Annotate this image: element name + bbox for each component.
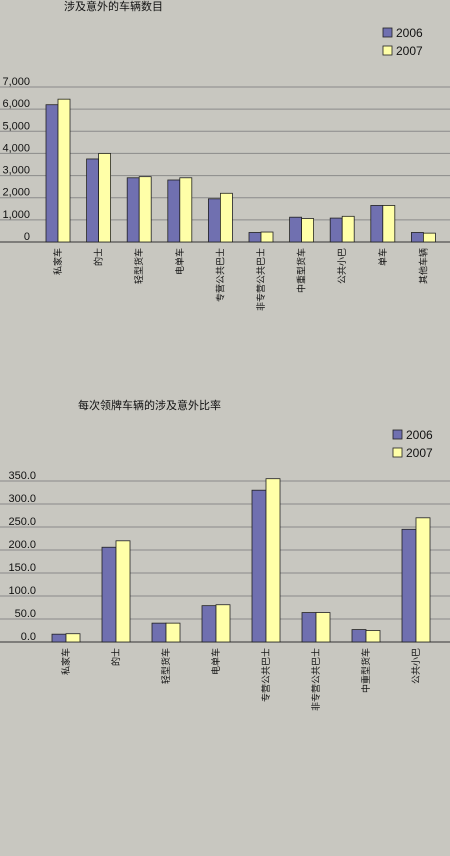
chart2-bar-2007 <box>215 604 231 643</box>
chart1-category-label: 中重型货车 <box>296 248 308 293</box>
chart1-category-label: 轻型货车 <box>133 248 145 284</box>
chart1-bar-2006 <box>126 177 140 243</box>
chart1-bar-2006 <box>329 217 343 243</box>
chart1-legend-label: 2006 <box>396 26 423 40</box>
chart2-y-tick-label: 250.0 <box>8 516 36 528</box>
chart1-bar-2006 <box>410 232 424 243</box>
chart1-category-label: 非专营公共巴士 <box>255 248 267 311</box>
chart1-category-label: 电单车 <box>174 248 186 275</box>
chart1-legend-swatch <box>382 45 393 56</box>
chart2-category-label: 专营公共巴士 <box>260 648 272 702</box>
chart1-bar-2007 <box>382 205 396 243</box>
chart1-bar-2007 <box>341 215 355 243</box>
chart1-bar-2007 <box>301 218 315 243</box>
chart1-bar-2007 <box>57 98 71 243</box>
chart2-category-label: 中重型货车 <box>360 648 372 693</box>
chart2-bar-2006 <box>251 489 267 643</box>
chart1-bar-2006 <box>45 104 59 243</box>
chart2-y-tick-label: 200.0 <box>8 539 36 551</box>
chart2-bar-2007 <box>415 517 431 643</box>
chart2-category-label: 的士 <box>110 648 122 666</box>
chart1-category-label: 私家车 <box>52 248 64 275</box>
chart1-bar-2006 <box>248 232 262 243</box>
chart2-bar-2007 <box>165 622 181 643</box>
chart2-legend-label: 2007 <box>406 446 433 460</box>
chart2-y-tick-label: 350.0 <box>8 470 36 482</box>
chart1-bar-2007 <box>98 153 111 243</box>
chart2-category-label: 公共小巴 <box>411 648 422 684</box>
chart1-bar-2007 <box>179 177 193 243</box>
chart1-y-tick-label: 2,000 <box>2 187 30 199</box>
chart2-bar-2006 <box>51 633 67 643</box>
chart2-bar-2006 <box>101 546 117 643</box>
chart2-legend-label: 2006 <box>406 428 433 442</box>
chart1-y-tick-label: 5,000 <box>2 120 30 132</box>
chart2-bar-2006 <box>151 622 167 643</box>
chart2-y-tick-label: 0.0 <box>21 631 36 643</box>
chart1-y-tick-label: 7,000 <box>2 76 30 88</box>
chart1-bar-2007 <box>219 192 233 243</box>
chart2-bar-2007 <box>315 612 331 643</box>
chart2-bar-2007 <box>265 478 281 643</box>
chart1-category-label: 专营公共巴士 <box>214 248 226 302</box>
chart1-bar-2007 <box>138 176 152 243</box>
chart1-title: 涉及意外的车辆数目 <box>64 0 163 13</box>
chart1-y-tick-label: 1,000 <box>2 209 30 221</box>
chart2-y-tick-label: 150.0 <box>8 562 36 574</box>
chart1-bar-2006 <box>289 216 303 243</box>
chart2-category-label: 非专营公共巴士 <box>310 648 322 711</box>
chart1-bar-2007 <box>260 231 274 243</box>
chart1-legend-label: 2007 <box>396 44 423 58</box>
chart2-y-tick-label: 50.0 <box>15 608 36 620</box>
chart1-y-tick-label: 0 <box>24 231 30 243</box>
chart2-title: 每次领牌车辆的涉及意外比率 <box>78 399 221 412</box>
chart2-legend-swatch <box>392 429 403 440</box>
chart2-bar-2006 <box>401 528 417 643</box>
chart1-category-label: 单车 <box>377 248 389 266</box>
chart1-y-tick-label: 6,000 <box>2 98 30 110</box>
chart1-plot: 0 1,000 2,000 3,000 4,000 5,000 6,000 7,000 私家车 的… <box>0 26 450 311</box>
chart2-y-tick-label: 300.0 <box>8 493 36 505</box>
chart1-bar-2006 <box>167 179 181 243</box>
chart1-category-label: 公共小巴 <box>337 248 348 284</box>
chart2-bar-2007 <box>115 540 131 643</box>
chart2-legend-swatch <box>392 447 403 458</box>
chart1-bar-2007 <box>422 232 436 243</box>
chart2-bar-2006 <box>351 629 367 643</box>
chart2-category-label: 电单车 <box>210 648 222 675</box>
chart1-y-tick-label: 3,000 <box>2 165 30 177</box>
chart2-y-tick-label: 100.0 <box>8 585 36 597</box>
chart1-bar-2006 <box>86 158 99 243</box>
chart2-bar-2007 <box>365 630 381 643</box>
chart1-category-label: 的士 <box>93 248 105 266</box>
chart1-bar-2006 <box>370 205 384 243</box>
chart2-bar-2007 <box>65 633 81 643</box>
chart2-bar-2006 <box>201 605 217 643</box>
chart1-legend-swatch <box>382 27 393 38</box>
chart1-y-tick-label: 4,000 <box>2 142 30 154</box>
chart1-category-label: 其他车辆 <box>417 248 429 284</box>
chart2-plot: 0.0 50.0 100.0 150.0 200.0 250.0 300.0 350.0 私家车… <box>0 428 450 711</box>
chart2-bar-2006 <box>301 612 317 643</box>
chart1-bar-2006 <box>207 198 221 243</box>
chart2-category-label: 私家车 <box>60 648 72 675</box>
chart2-category-label: 轻型货车 <box>160 648 172 684</box>
